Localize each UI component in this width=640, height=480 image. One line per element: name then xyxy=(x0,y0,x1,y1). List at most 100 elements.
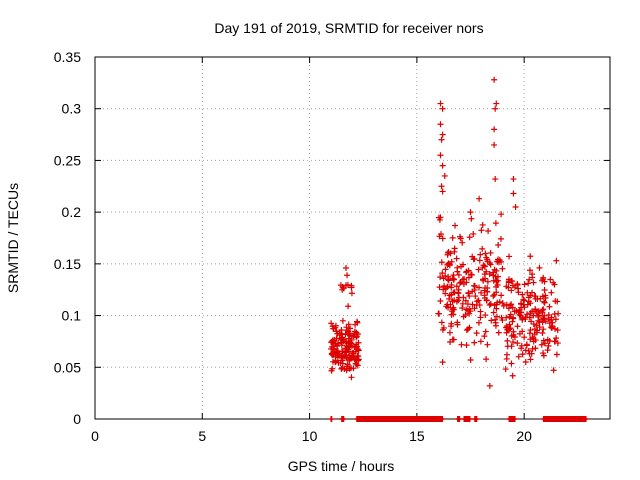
data-point xyxy=(504,337,511,344)
data-point xyxy=(505,278,512,285)
data-point xyxy=(475,319,482,326)
data-point xyxy=(450,276,457,283)
data-point xyxy=(553,257,560,264)
data-point xyxy=(449,234,456,241)
data-point xyxy=(492,220,499,227)
data-point xyxy=(343,327,350,334)
data-point xyxy=(482,275,489,282)
data-point xyxy=(514,285,521,292)
data-point xyxy=(492,176,499,183)
data-point xyxy=(439,235,446,242)
data-point xyxy=(439,326,446,333)
data-point xyxy=(527,292,534,299)
data-point xyxy=(459,239,466,246)
data-point xyxy=(529,345,536,352)
y-tick-label: 0.2 xyxy=(62,204,82,220)
data-point xyxy=(452,222,459,229)
data-point xyxy=(436,310,443,317)
data-point xyxy=(541,286,548,293)
data-point xyxy=(507,311,514,318)
data-point xyxy=(477,308,484,315)
data-point xyxy=(457,235,464,242)
data-point xyxy=(541,299,548,306)
data-point xyxy=(438,183,445,190)
data-point xyxy=(503,351,510,358)
data-point xyxy=(450,304,457,311)
data-point xyxy=(477,251,484,258)
y-tick-label: 0.05 xyxy=(54,359,81,375)
data-point xyxy=(493,278,500,285)
data-point xyxy=(485,227,492,234)
data-point xyxy=(451,297,458,304)
data-point xyxy=(349,350,356,357)
data-point xyxy=(344,281,351,288)
data-point xyxy=(467,209,474,216)
grid xyxy=(95,57,610,419)
data-point xyxy=(492,105,499,112)
data-point xyxy=(482,312,489,319)
data-point xyxy=(503,329,510,336)
data-point xyxy=(499,300,506,307)
data-point xyxy=(487,261,494,268)
data-point xyxy=(481,292,488,299)
data-point xyxy=(442,266,449,273)
data-point xyxy=(487,300,494,307)
data-point xyxy=(479,221,486,228)
data-point xyxy=(530,321,537,328)
data-point xyxy=(526,350,533,357)
data-point xyxy=(509,372,516,379)
data-point xyxy=(346,356,353,363)
data-point xyxy=(478,227,485,234)
data-point xyxy=(511,308,518,315)
data-point xyxy=(350,353,357,360)
data-point xyxy=(509,318,516,325)
data-point xyxy=(500,302,507,309)
data-point xyxy=(332,358,339,365)
data-point xyxy=(545,342,552,349)
data-point xyxy=(456,280,463,287)
data-point xyxy=(548,289,555,296)
data-point xyxy=(554,298,561,305)
data-point xyxy=(506,253,513,260)
data-point xyxy=(475,297,482,304)
data-point xyxy=(553,335,560,342)
data-point xyxy=(540,337,547,344)
data-point xyxy=(526,267,533,274)
data-point xyxy=(466,293,473,300)
data-point xyxy=(337,282,344,289)
data-point xyxy=(354,319,361,326)
x-axis-title: GPS time / hours xyxy=(288,458,395,474)
data-point xyxy=(459,300,466,307)
data-point xyxy=(539,277,546,284)
data-point xyxy=(522,347,529,354)
data-point xyxy=(444,276,451,283)
data-point xyxy=(341,366,348,373)
data-point xyxy=(337,359,344,366)
data-point xyxy=(442,290,449,297)
data-point xyxy=(476,257,483,264)
data-point xyxy=(499,265,506,272)
y-tick-label: 0.3 xyxy=(62,101,82,117)
data-point xyxy=(483,268,490,275)
data-point xyxy=(494,282,501,289)
data-point xyxy=(458,341,465,348)
data-point xyxy=(521,281,528,288)
data-point xyxy=(456,294,463,301)
x-tick-label: 10 xyxy=(302,428,318,444)
data-point xyxy=(481,263,488,270)
data-point xyxy=(334,348,341,355)
data-point xyxy=(524,311,531,318)
data-point xyxy=(441,172,448,179)
data-point xyxy=(478,289,485,296)
data-point xyxy=(495,241,502,248)
data-point xyxy=(491,126,498,133)
data-point xyxy=(463,279,470,286)
data-point xyxy=(342,331,349,338)
data-point xyxy=(496,298,503,305)
data-point xyxy=(471,305,478,312)
data-point xyxy=(527,327,534,334)
data-point xyxy=(498,211,505,218)
data-point xyxy=(472,293,479,300)
